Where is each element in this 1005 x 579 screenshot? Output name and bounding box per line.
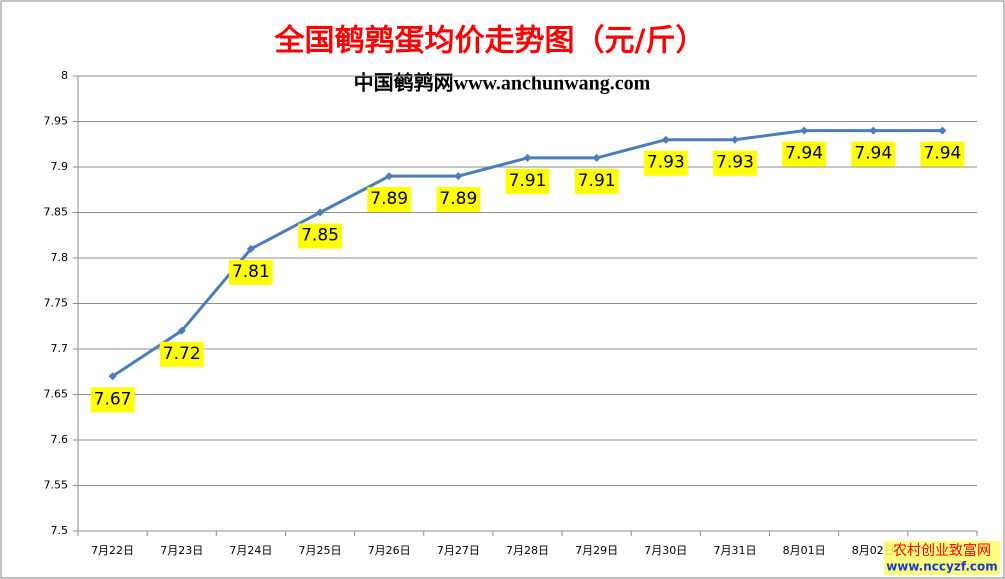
- data-label: 7.91: [505, 168, 550, 194]
- chart-subtitle: 中国鹌鹑网www.anchunwang.com: [354, 71, 651, 95]
- data-label-text: 7.91: [578, 171, 616, 191]
- data-label-text: 7.91: [509, 171, 547, 191]
- data-label-text: 7.93: [647, 153, 685, 173]
- point: [385, 172, 394, 181]
- y-tick-label: 7.75: [44, 297, 69, 310]
- x-tick-label: 7月23日: [160, 544, 203, 557]
- point: [316, 208, 325, 217]
- x-tick-label: 7月24日: [229, 544, 272, 557]
- data-label: 7.85: [298, 223, 342, 249]
- data-label: 7.81: [228, 259, 273, 285]
- point: [730, 135, 739, 144]
- y-tick-label: 7.85: [44, 206, 69, 219]
- y-tick-label: 7.95: [44, 115, 69, 128]
- x-tick-label: 7月26日: [368, 544, 411, 557]
- x-tick-label: 7月30日: [644, 544, 687, 557]
- watermark-box: [884, 541, 1000, 575]
- data-label-box: [505, 168, 550, 194]
- point: [800, 126, 809, 135]
- data-label: 7.93: [643, 150, 688, 176]
- data-label: 7.91: [574, 168, 619, 194]
- data-label: 7.93: [713, 150, 757, 176]
- data-label-box: [851, 141, 896, 167]
- point: [661, 135, 670, 144]
- data-label-text: 7.94: [854, 144, 892, 164]
- y-tick-label: 7.6: [51, 433, 69, 446]
- y-tick-label: 8: [61, 69, 68, 82]
- data-label-text: 7.89: [439, 189, 477, 209]
- x-tick-label: 7月22日: [91, 544, 134, 557]
- point: [523, 153, 532, 162]
- x-tick-label: 8月01日: [783, 544, 826, 557]
- data-label: 7.72: [159, 341, 204, 367]
- data-label-box: [920, 141, 965, 167]
- data-label-text: 7.81: [232, 262, 270, 282]
- data-label-text: 7.89: [370, 189, 408, 209]
- data-label-box: [159, 341, 204, 367]
- y-tick-label: 7.65: [44, 388, 69, 401]
- data-label-box: [228, 259, 273, 285]
- data-label-text: 7.72: [163, 344, 201, 364]
- data-label-text: 7.67: [94, 389, 132, 409]
- data-label: 7.94: [920, 141, 965, 167]
- data-label: 7.94: [851, 141, 896, 167]
- data-label-box: [90, 387, 135, 413]
- watermark-title: 农村创业致富网: [893, 542, 991, 559]
- y-tick-label: 7.9: [51, 160, 69, 173]
- x-tick-label: 7月27日: [437, 544, 480, 557]
- x-tick-label: 7月31日: [713, 544, 756, 557]
- data-label-text: 7.85: [301, 226, 339, 246]
- x-tick-label: 7月28日: [506, 544, 549, 557]
- data-label-box: [574, 168, 619, 194]
- y-tick-label: 7.55: [44, 479, 69, 492]
- point: [592, 153, 601, 162]
- data-label-box: [643, 150, 688, 176]
- data-label-box: [782, 141, 827, 167]
- data-label-text: 7.94: [923, 144, 961, 164]
- data-label-box: [436, 187, 481, 213]
- x-tick-label: 7月29日: [575, 544, 618, 557]
- data-label-box: [713, 150, 757, 176]
- data-label: 7.67: [90, 387, 135, 413]
- data-label: 7.89: [436, 187, 481, 213]
- point: [454, 172, 463, 181]
- y-tick-label: 7.8: [51, 251, 69, 264]
- chart-title: 全国鹌鹑蛋均价走势图（元/斤）: [274, 24, 706, 59]
- point: [246, 244, 255, 253]
- point: [938, 126, 947, 135]
- data-label-text: 7.94: [785, 144, 823, 164]
- point: [177, 326, 186, 335]
- y-tick-label: 7.5: [51, 524, 69, 537]
- watermark-url: www.nccyzf.com: [886, 560, 998, 574]
- point: [869, 126, 878, 135]
- y-tick-label: 7.7: [51, 342, 69, 355]
- point: [108, 372, 117, 381]
- data-label-text: 7.93: [716, 153, 754, 173]
- data-label: 7.94: [782, 141, 827, 167]
- data-label-box: [367, 187, 412, 213]
- data-label-box: [298, 223, 342, 249]
- x-tick-label: 7月25日: [299, 544, 342, 557]
- data-label: 7.89: [367, 187, 412, 213]
